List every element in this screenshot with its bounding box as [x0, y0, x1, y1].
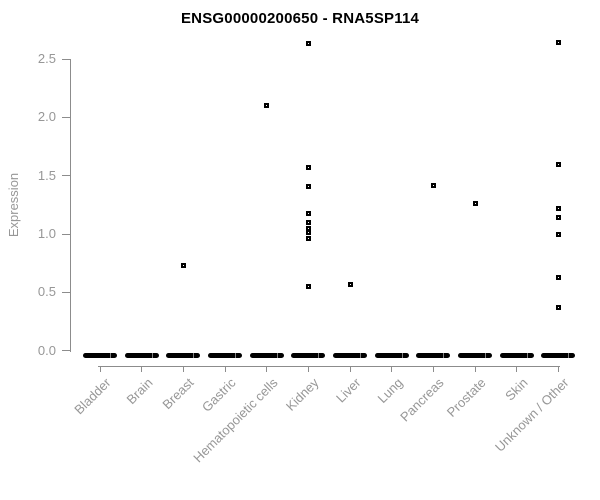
data-point-marker	[305, 225, 311, 231]
x-tick	[307, 366, 309, 372]
data-point-marker	[305, 183, 311, 189]
y-tick-label: 1.5	[37, 167, 56, 183]
data-point-marker	[305, 210, 311, 216]
data-point-marker	[180, 263, 186, 269]
y-tick	[62, 116, 70, 118]
zero-expression-dash	[208, 353, 242, 358]
data-point-marker	[305, 236, 311, 242]
y-tick-label: 2.0	[37, 109, 56, 125]
data-point-marker	[305, 219, 311, 225]
zero-expression-dash	[458, 353, 492, 358]
data-point-marker	[305, 41, 311, 47]
data-point-marker	[555, 231, 561, 237]
zero-expression-dash	[374, 353, 409, 358]
x-tick	[516, 366, 518, 372]
data-point-marker	[347, 281, 353, 287]
data-point-marker	[555, 215, 561, 221]
x-tick	[182, 366, 184, 372]
x-tick	[432, 366, 434, 372]
y-tick-label: 2.5	[37, 51, 56, 66]
chart-title: ENSG00000200650 - RNA5SP114	[180, 10, 420, 27]
data-point-marker	[264, 103, 270, 109]
zero-expression-dash	[416, 353, 451, 358]
zero-expression-dash	[83, 353, 117, 358]
y-tick	[62, 233, 70, 235]
y-axis-line	[70, 59, 71, 352]
data-point-marker	[555, 205, 561, 211]
data-point-marker	[472, 201, 478, 207]
zero-expression-dash	[333, 353, 367, 358]
zero-expression-dash	[124, 353, 159, 358]
data-point-marker	[555, 40, 561, 46]
y-tick-label: 1.0	[37, 226, 56, 242]
data-point-marker	[555, 305, 561, 311]
x-tick	[141, 366, 143, 372]
x-tick	[266, 366, 268, 372]
x-tick	[224, 366, 226, 372]
y-tick	[62, 291, 70, 293]
y-tick	[62, 350, 70, 352]
zero-expression-dash	[249, 353, 284, 358]
zero-expression-dash	[541, 353, 576, 358]
x-tick	[349, 366, 351, 372]
data-point-marker	[305, 230, 311, 236]
y-tick-label: 0.5	[37, 284, 56, 300]
x-tick	[474, 366, 476, 372]
x-tick	[557, 366, 559, 372]
zero-expression-dash	[499, 353, 534, 358]
x-tick	[391, 366, 393, 372]
zero-expression-dash	[291, 353, 326, 358]
data-point-marker	[305, 165, 311, 170]
y-tick	[62, 58, 70, 60]
y-tick-label: 0.0	[37, 342, 56, 358]
data-point-marker	[555, 161, 561, 167]
zero-expression-dash	[166, 353, 201, 358]
x-tick	[99, 366, 101, 372]
x-axis-line	[98, 366, 561, 367]
data-point-marker	[430, 182, 436, 188]
y-tick	[62, 175, 70, 177]
data-point-marker	[305, 284, 311, 290]
data-point-marker	[555, 274, 561, 280]
